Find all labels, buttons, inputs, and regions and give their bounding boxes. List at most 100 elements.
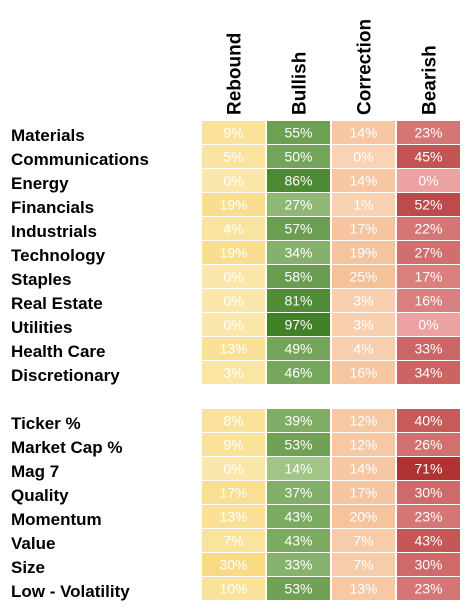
heatmap-cell-bullish: [267, 577, 330, 600]
heatmap-row-industrials: Industrials 4% 57% 17% 22%: [11, 217, 460, 241]
cell-value-label: 5%: [223, 149, 243, 165]
cell-value-label: 0%: [418, 317, 438, 333]
cell-value-label: 0%: [223, 461, 243, 477]
column-header-bullish: Bullish: [290, 52, 311, 115]
cell-value-label: 46%: [284, 365, 312, 381]
cell-value-label: 9%: [223, 125, 243, 141]
cell-value-label: 17%: [219, 485, 247, 501]
cell-value-label: 43%: [284, 533, 312, 549]
heatmap-cell-bearish: [397, 265, 460, 288]
row-label: Discretionary: [11, 366, 120, 385]
cell-value-label: 17%: [414, 269, 442, 285]
heatmap-row-momentum: Momentum 13% 43% 20% 23%: [11, 505, 460, 529]
row-label: Quality: [11, 486, 69, 505]
heatmap-cell-rebound: [202, 481, 265, 504]
cell-value-label: 97%: [284, 317, 312, 333]
cell-value-label: 27%: [284, 197, 312, 213]
heatmap-cell-bullish: [267, 481, 330, 504]
heatmap-cell-bullish: [267, 121, 330, 144]
heatmap-cell-rebound: [202, 241, 265, 264]
heatmap-cell-bearish: [397, 313, 460, 336]
heatmap-row-utilities: Utilities 0% 97% 3% 0%: [11, 313, 460, 337]
cell-value-label: 1%: [353, 197, 373, 213]
row-label: Industrials: [11, 222, 97, 241]
heatmap-cell-correction: [332, 433, 395, 456]
cell-value-label: 71%: [414, 461, 442, 477]
cell-value-label: 53%: [284, 581, 312, 597]
cell-value-label: 30%: [219, 557, 247, 573]
cell-value-label: 12%: [349, 437, 377, 453]
cell-value-label: 23%: [414, 125, 442, 141]
cell-value-label: 26%: [414, 437, 442, 453]
heatmap-cell-correction: [332, 289, 395, 312]
cell-value-label: 30%: [414, 557, 442, 573]
cell-value-label: 0%: [223, 293, 243, 309]
row-label: Size: [11, 558, 45, 577]
cell-value-label: 33%: [284, 557, 312, 573]
heatmap-rows: Materials 9% 55% 14% 23% Communications 5% 50% 0…: [11, 121, 460, 601]
cell-value-label: 40%: [414, 413, 442, 429]
cell-value-label: 34%: [284, 245, 312, 261]
column-header-rebound: Rebound: [225, 33, 246, 115]
heatmap-cell-bearish: [397, 409, 460, 432]
heatmap-cell-rebound: [202, 169, 265, 192]
heatmap-cell-bullish: [267, 337, 330, 360]
heatmap-cell-rebound: [202, 313, 265, 336]
cell-value-label: 25%: [349, 269, 377, 285]
column-header-correction: Correction: [355, 19, 376, 115]
cell-value-label: 7%: [353, 557, 373, 573]
heatmap-row-financials: Financials 19% 27% 1% 52%: [11, 193, 460, 217]
cell-value-label: 7%: [223, 533, 243, 549]
cell-value-label: 55%: [284, 125, 312, 141]
heatmap-row-ticker: Ticker % 8% 39% 12% 40%: [11, 409, 460, 433]
cell-value-label: 45%: [414, 149, 442, 165]
heatmap-cell-bullish: [267, 145, 330, 168]
heatmap-cell-rebound: [202, 145, 265, 168]
heatmap-cell-rebound: [202, 409, 265, 432]
row-label: Staples: [11, 270, 71, 289]
heatmap-cell-rebound: [202, 433, 265, 456]
heatmap-row-mag-7: Mag 7 0% 14% 14% 71%: [11, 457, 460, 481]
heatmap-cell-rebound: [202, 193, 265, 216]
heatmap-cell-correction: [332, 241, 395, 264]
heatmap-cell-bullish: [267, 289, 330, 312]
row-label: Health Care: [11, 342, 105, 361]
heatmap-cell-bearish: [397, 121, 460, 144]
column-headers: Rebound Bullish Correction Bearish: [225, 19, 441, 115]
row-label: Ticker %: [11, 414, 81, 433]
heatmap-row-energy: Energy 0% 86% 14% 0%: [11, 169, 460, 193]
heatmap-cell-bullish: [267, 217, 330, 240]
cell-value-label: 0%: [223, 173, 243, 189]
row-label: Materials: [11, 126, 85, 145]
row-label: Energy: [11, 174, 69, 193]
cell-value-label: 0%: [353, 149, 373, 165]
cell-value-label: 53%: [284, 437, 312, 453]
heatmap-row-discretionary: Discretionary 3% 46% 16% 34%: [11, 361, 460, 385]
cell-value-label: 14%: [284, 461, 312, 477]
row-label: Low - Volatility: [11, 582, 130, 601]
heatmap-cell-rebound: [202, 289, 265, 312]
heatmap-cell-bullish: [267, 193, 330, 216]
heatmap-row-technology: Technology 19% 34% 19% 27%: [11, 241, 460, 265]
cell-value-label: 0%: [223, 317, 243, 333]
row-label: Communications: [11, 150, 149, 169]
heatmap-cell-correction: [332, 121, 395, 144]
heatmap-row-size: Size 30% 33% 7% 30%: [11, 553, 460, 577]
heatmap-cell-correction: [332, 529, 395, 552]
heatmap-cell-bullish: [267, 553, 330, 576]
row-label: Mag 7: [11, 462, 59, 481]
row-label: Financials: [11, 198, 94, 217]
heatmap-cell-bearish: [397, 505, 460, 528]
cell-value-label: 50%: [284, 149, 312, 165]
heatmap-cell-bearish: [397, 289, 460, 312]
heatmap-cell-bullish: [267, 433, 330, 456]
cell-value-label: 86%: [284, 173, 312, 189]
cell-value-label: 34%: [414, 365, 442, 381]
cell-value-label: 43%: [414, 533, 442, 549]
column-header-bearish: Bearish: [420, 45, 441, 115]
cell-value-label: 49%: [284, 341, 312, 357]
heatmap-cell-bullish: [267, 169, 330, 192]
cell-value-label: 3%: [353, 317, 373, 333]
cell-value-label: 23%: [414, 509, 442, 525]
